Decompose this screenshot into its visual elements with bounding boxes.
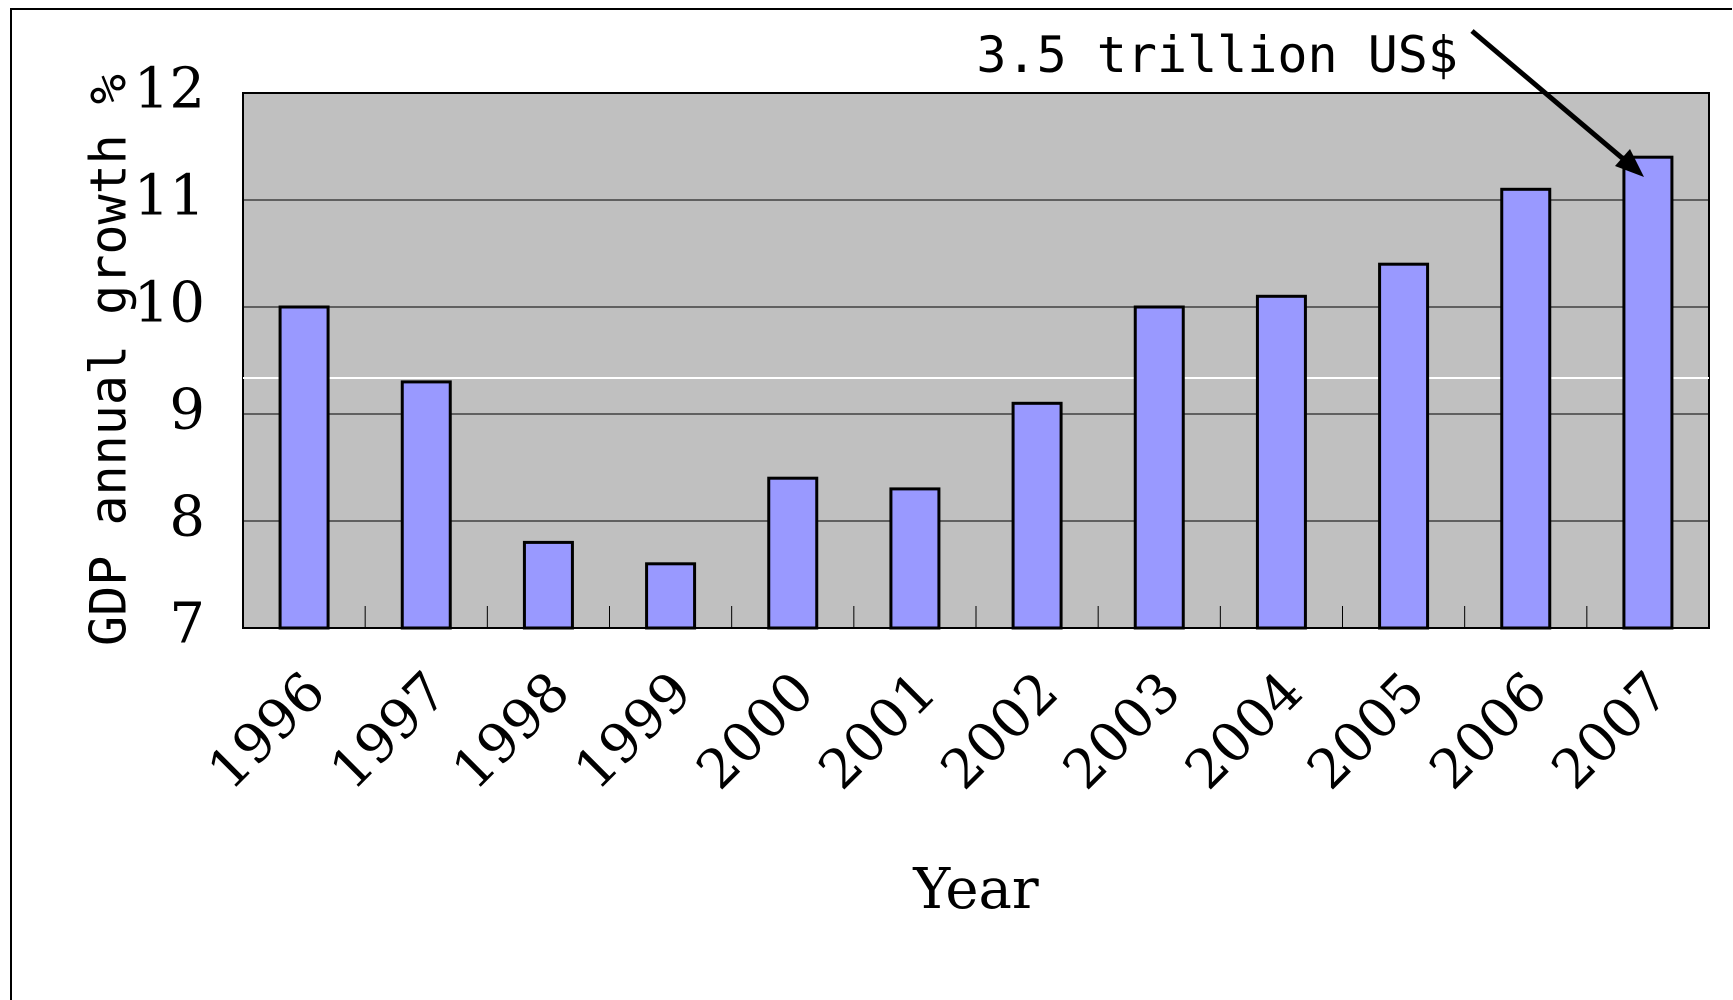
x-tick-label: 2000 (684, 660, 826, 802)
x-tick-label: 2006 (1417, 660, 1559, 802)
gridlines (243, 199, 1709, 522)
y-tick-label: 9 (169, 378, 205, 443)
annotation-arrow (1470, 29, 1644, 177)
y-tick-label: 8 (169, 485, 205, 550)
x-tick-label: 1996 (196, 660, 338, 802)
bar-1998 (522, 540, 574, 630)
y-axis-tick-labels: 7 8 9 10 11 12 (134, 57, 205, 657)
x-tick-label: 2005 (1295, 660, 1437, 802)
x-tick-label: 2003 (1051, 660, 1193, 802)
x-tick-label: 2002 (929, 660, 1071, 802)
bar-1997 (400, 380, 452, 630)
bar-2001 (889, 487, 941, 630)
chart-frame (10, 8, 1732, 1000)
x-tick-label: 1999 (562, 660, 704, 802)
bar-2002 (1011, 401, 1063, 630)
y-tick-label: 11 (134, 164, 205, 229)
annotation-label: 3.5 trillion US$ (976, 26, 1458, 84)
y-tick-label: 10 (134, 271, 205, 336)
x-axis-label: Year (912, 857, 1039, 922)
bars (278, 155, 1674, 630)
x-tick-label: 1998 (440, 660, 582, 802)
plot-area (242, 92, 1710, 629)
arrowhead-icon (1615, 149, 1644, 177)
bar-2003 (1133, 305, 1185, 630)
bar-1999 (645, 562, 697, 630)
y-tick-label: 12 (134, 57, 205, 122)
x-tick-label: 2004 (1173, 660, 1315, 802)
bar-2006 (1500, 187, 1552, 630)
bar-1996 (278, 305, 330, 630)
x-tick-label: 2001 (806, 660, 948, 802)
bar-2007 (1622, 155, 1674, 630)
x-axis-ticks (364, 606, 1588, 628)
bar-2004 (1255, 294, 1307, 630)
bar-2005 (1378, 262, 1430, 630)
x-axis-tick-labels: 1996199719981999200020012002200320042005… (196, 660, 1682, 802)
bar-2000 (767, 476, 819, 630)
y-axis-label: GDP annual growth % (80, 74, 138, 646)
y-tick-label: 7 (169, 592, 205, 657)
x-tick-label: 1997 (318, 660, 460, 802)
x-tick-label: 2007 (1539, 660, 1681, 802)
